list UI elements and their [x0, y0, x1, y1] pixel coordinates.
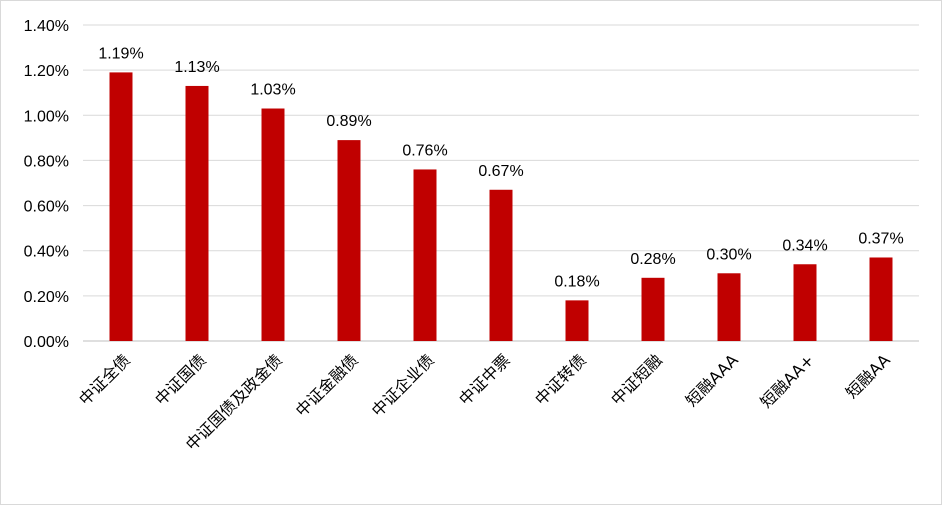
data-labels: 1.19% 1.13% 1.03% 0.89% 0.76% 0.67% 0.18% 0.28%…: [98, 45, 903, 290]
data-label: 1.19%: [98, 45, 143, 62]
x-category-label: 中证国债: [151, 350, 210, 409]
bar: [261, 108, 285, 341]
y-tick-label: 1.00%: [24, 108, 69, 125]
y-axis-tick-labels: 0.00% 0.20% 0.40% 0.60% 0.80% 1.00% 1.20% 1.40%: [24, 18, 69, 351]
x-category-label: 中证企业债: [368, 350, 438, 420]
y-tick-label: 0.40%: [24, 244, 69, 261]
bar: [489, 189, 513, 341]
data-label: 0.67%: [478, 163, 523, 180]
y-tick-label: 1.20%: [24, 63, 69, 80]
bar: [793, 264, 817, 341]
bar: [565, 300, 589, 341]
bar: [869, 257, 893, 341]
data-label: 1.03%: [250, 82, 295, 99]
x-category-label: 短融AAA: [682, 350, 742, 410]
y-tick-label: 0.20%: [24, 289, 69, 306]
bar: [337, 140, 361, 341]
data-label: 1.13%: [174, 59, 219, 76]
y-tick-label: 0.60%: [24, 199, 69, 216]
data-label: 0.18%: [554, 273, 599, 290]
x-category-label: 中证转债: [531, 350, 590, 409]
bars: [109, 72, 893, 342]
x-category-label: 中证金融债: [292, 350, 362, 420]
x-category-label: 中证全债: [75, 350, 134, 409]
bar: [413, 169, 437, 341]
x-category-label: 中证中票: [455, 350, 514, 409]
data-label: 0.30%: [706, 246, 751, 263]
y-tick-label: 0.80%: [24, 153, 69, 170]
x-category-label: 短融AA+: [756, 350, 817, 411]
bar: [641, 277, 665, 341]
data-label: 0.37%: [858, 230, 903, 247]
data-label: 0.76%: [402, 142, 447, 159]
bar: [185, 85, 209, 341]
y-tick-label: 0.00%: [24, 334, 69, 351]
x-category-label: 中证短融: [607, 350, 666, 409]
x-category-label: 短融AA: [842, 350, 894, 402]
bar: [109, 72, 133, 342]
data-label: 0.34%: [782, 237, 827, 254]
bar: [717, 273, 741, 341]
data-label: 0.89%: [326, 113, 371, 130]
data-label: 0.28%: [630, 251, 675, 268]
y-tick-label: 1.40%: [24, 18, 69, 35]
